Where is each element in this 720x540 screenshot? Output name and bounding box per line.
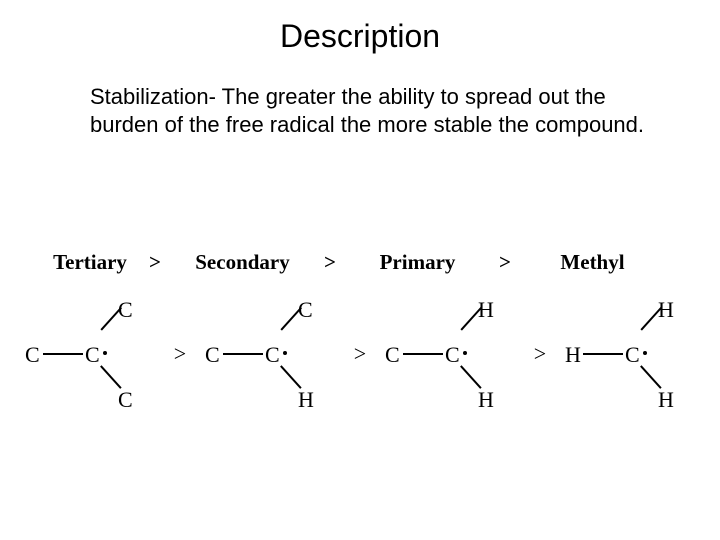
structure-row: C C C C > C C C H > C C H H: [0, 289, 720, 419]
atom-up: H: [658, 297, 674, 323]
structure-methyl: H C H H: [555, 289, 705, 419]
bond-left: [403, 353, 443, 355]
radical-dot: [463, 351, 467, 355]
gt-symbol: >: [490, 250, 520, 275]
stability-label: Tertiary: [0, 250, 140, 275]
atom-down: H: [298, 387, 314, 413]
atom-left: C: [205, 342, 220, 368]
stability-chart: Tertiary > Secondary > Primary > Methyl …: [0, 250, 720, 419]
atom-left: C: [385, 342, 400, 368]
stability-label: Secondary: [170, 250, 315, 275]
body-paragraph: Stabilization- The greater the ability t…: [0, 55, 720, 138]
bond-left: [223, 353, 263, 355]
atom-up: C: [298, 297, 313, 323]
atom-left: C: [25, 342, 40, 368]
atom-down: H: [658, 387, 674, 413]
atom-center: C: [445, 342, 460, 368]
structure-primary: C C H H: [375, 289, 525, 419]
structure-secondary: C C C H: [195, 289, 345, 419]
bond-left: [583, 353, 623, 355]
atom-up: H: [478, 297, 494, 323]
gt-symbol: >: [345, 341, 375, 367]
stability-header-row: Tertiary > Secondary > Primary > Methyl: [0, 250, 720, 275]
gt-symbol: >: [140, 250, 170, 275]
radical-dot: [103, 351, 107, 355]
bond-down: [280, 365, 301, 388]
bond-left: [43, 353, 83, 355]
atom-up: C: [118, 297, 133, 323]
radical-dot: [643, 351, 647, 355]
stability-label: Methyl: [520, 250, 665, 275]
atom-center: C: [85, 342, 100, 368]
atom-down: C: [118, 387, 133, 413]
radical-dot: [283, 351, 287, 355]
structure-tertiary: C C C C: [15, 289, 165, 419]
bond-down: [100, 365, 121, 388]
atom-down: H: [478, 387, 494, 413]
atom-left: H: [565, 342, 581, 368]
atom-center: C: [265, 342, 280, 368]
atom-center: C: [625, 342, 640, 368]
gt-symbol: >: [165, 341, 195, 367]
gt-symbol: >: [315, 250, 345, 275]
gt-symbol: >: [525, 341, 555, 367]
stability-label: Primary: [345, 250, 490, 275]
bond-down: [460, 365, 481, 388]
page-title: Description: [0, 0, 720, 55]
bond-down: [640, 365, 661, 388]
